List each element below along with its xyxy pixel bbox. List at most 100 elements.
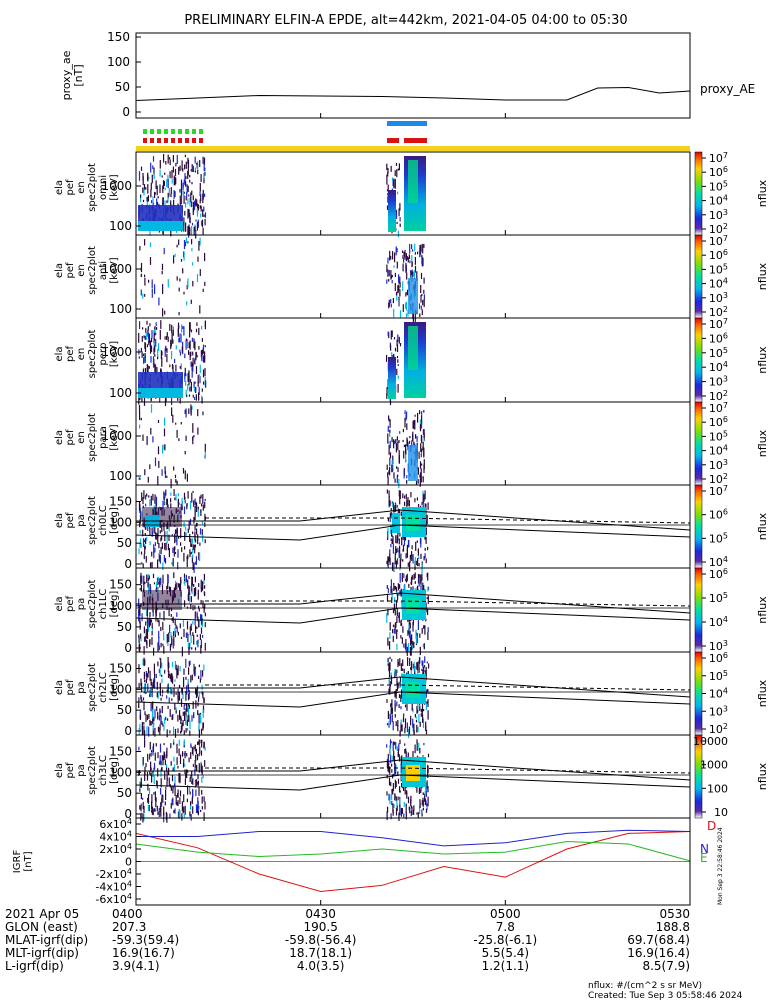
spectrogram-speckle <box>414 414 416 417</box>
spectrogram-speckle <box>184 241 186 247</box>
spectrogram-speckle <box>394 779 396 789</box>
spectrogram-speckle <box>400 590 402 594</box>
spectrogram-speckle <box>193 388 196 392</box>
spectrogram-speckle <box>398 440 400 443</box>
spectrogram-speckle <box>144 278 146 286</box>
spectrogram-speckle <box>142 434 144 441</box>
spectrogram-speckle <box>398 694 401 698</box>
spectrogram-speckle <box>184 496 186 500</box>
spectrogram-speckle <box>143 490 145 499</box>
spectrogram-speckle <box>178 312 180 316</box>
spectrogram-speckle <box>176 743 178 754</box>
spectrogram-speckle <box>161 678 163 684</box>
spectrogram-speckle <box>139 477 141 480</box>
spectrogram-speckle <box>151 551 153 557</box>
spectrogram-speckle <box>419 799 421 808</box>
spectrogram-speckle <box>144 683 147 692</box>
spectrogram-speckle <box>150 619 153 623</box>
spectrogram-speckle <box>146 493 148 497</box>
spectrogram-speckle <box>421 703 424 713</box>
colorbar-tick-label: 103 <box>709 704 728 718</box>
spectrogram-speckle <box>412 586 414 590</box>
spectrogram-speckle <box>196 163 198 165</box>
spectrogram-speckle <box>175 422 177 425</box>
spectrogram-speckle <box>152 609 154 617</box>
ephemeris-value: -59.3(59.4) <box>112 933 179 947</box>
spectrogram-speckle <box>392 502 395 512</box>
spectrogram-speckle <box>401 572 403 580</box>
spectrogram-speckle <box>179 189 181 193</box>
spectrogram-speckle <box>198 583 200 587</box>
spectrogram-speckle <box>167 154 169 164</box>
spectrogram-speckle <box>193 200 196 211</box>
spectrogram-speckle <box>392 298 394 304</box>
spectrogram-speckle <box>427 502 429 510</box>
spectrogram-speckle <box>146 610 148 617</box>
spectrogram-speckle <box>140 542 142 548</box>
spectrogram-speckle <box>408 440 411 444</box>
spectrogram-speckle <box>202 534 204 542</box>
spectrogram-speckle <box>171 661 174 668</box>
spectrogram-speckle <box>187 686 189 692</box>
spectrogram-speckle <box>177 765 179 769</box>
spectrogram-speckle <box>172 330 174 336</box>
spectrogram-speckle <box>154 547 156 553</box>
spectrogram-speckle <box>393 472 395 479</box>
spectrogram-speckle <box>172 547 174 553</box>
spectrogram-speckle <box>416 497 418 501</box>
spectrogram-speckle <box>395 721 397 727</box>
spectrogram-speckle <box>396 589 398 596</box>
spectrogram-speckle <box>148 177 150 180</box>
spectrogram-speckle <box>145 187 147 190</box>
spectrogram-speckle <box>179 790 182 797</box>
spectrogram-speckle <box>183 628 185 638</box>
spectrogram-speckle <box>174 776 176 786</box>
loss-cone-dashed <box>205 684 691 691</box>
spectrogram-speckle <box>198 739 200 746</box>
spectrogram-speckle <box>146 772 149 781</box>
spectrogram-speckle <box>157 476 159 486</box>
ela_pef_pa_spec2plot_ch3LC-panel: 050100150elapefpaspec2plotch3LC[deg]1010… <box>54 734 769 823</box>
y-tick-label: 100 <box>109 386 132 400</box>
spectrogram-speckle <box>191 201 193 208</box>
colorbar <box>694 151 703 236</box>
spectrogram-speckle <box>388 490 390 498</box>
spectrogram-speckle <box>420 419 422 425</box>
spectrogram-speckle <box>397 796 399 801</box>
spectrogram-speckle <box>170 786 172 791</box>
spectrogram-speckle <box>145 538 147 544</box>
spectrogram-speckle <box>183 813 185 818</box>
spectrogram-speckle <box>418 667 420 673</box>
spectrogram-speckle <box>195 539 197 543</box>
spectrogram-speckle <box>164 466 166 474</box>
spectrogram-speckle <box>386 279 388 284</box>
spectrogram-speckle <box>144 335 146 340</box>
spectrogram-speckle <box>193 712 195 719</box>
spectrogram-speckle <box>395 560 397 569</box>
spectrogram-speckle <box>175 479 177 483</box>
spectrogram-speckle <box>151 174 153 184</box>
spectrogram-speckle <box>388 793 390 801</box>
spectrogram-speckle <box>397 583 399 591</box>
spectrogram-speckle <box>420 434 422 442</box>
spectrogram-speckle <box>398 490 400 497</box>
spectrogram-speckle <box>204 801 206 810</box>
spectrogram-speckle <box>398 704 400 708</box>
spectrogram-speckle <box>170 761 172 766</box>
spectrogram-speckle <box>163 180 165 186</box>
spectrogram-speckle <box>398 538 400 545</box>
spectrogram-speckle <box>404 417 406 428</box>
spectrogram-speckle <box>159 578 161 588</box>
spectrogram-speckle <box>204 603 206 609</box>
spectrogram-speckle <box>389 430 391 437</box>
spectrogram-speckle <box>394 170 396 176</box>
spectrogram-speckle <box>151 562 153 568</box>
spectrogram-speckle <box>407 643 410 652</box>
spectrogram-speckle <box>387 588 389 593</box>
spectrogram-speckle <box>423 503 425 508</box>
spectrogram-speckle <box>174 176 176 186</box>
spectrogram-speckle <box>418 742 420 751</box>
colorbar-tick-label: 107 <box>709 234 728 248</box>
red-segment <box>192 138 196 143</box>
spectrogram-speckle <box>157 348 159 358</box>
